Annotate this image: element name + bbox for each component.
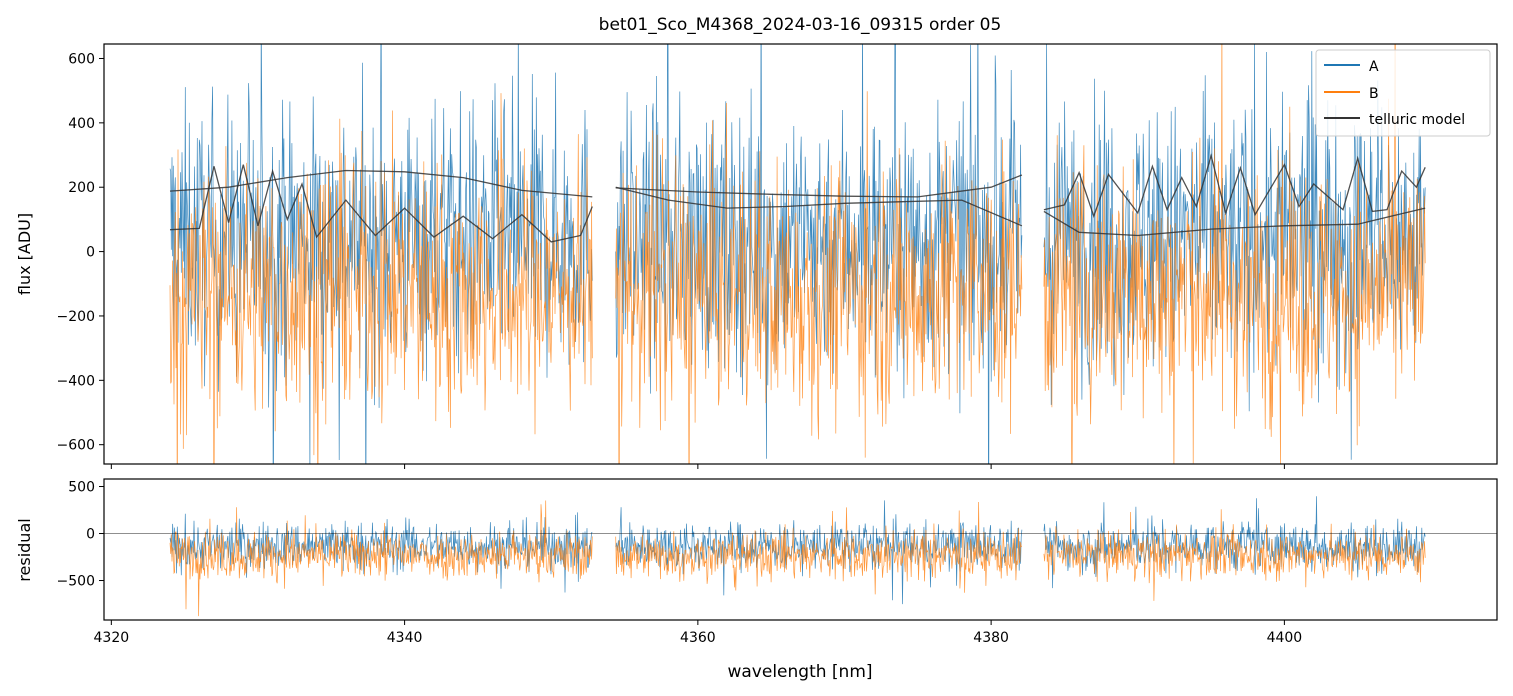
main-series-b-segment-3 [1043, 44, 1426, 464]
residual-xtick-label: 4340 [387, 630, 423, 646]
residual-axes-frame [103, 478, 1498, 621]
residual-series-b-segment-1 [169, 500, 593, 617]
residual-ytick-label: 0 [86, 527, 95, 543]
main-ytick-label: 400 [68, 116, 95, 132]
residual-series-a-segment-2 [615, 500, 1023, 605]
residual-plot-area [104, 496, 1497, 617]
x-axis-label: wavelength [nm] [727, 662, 872, 682]
main-series-b-segment-1 [169, 93, 593, 464]
telluric-model-curve-4 [615, 174, 1023, 198]
main-series-b-segment-2 [615, 91, 1023, 464]
legend-label-telluric: telluric model [1369, 112, 1465, 128]
telluric-model-curve-3 [615, 186, 1023, 227]
main-ytick-label: −200 [57, 309, 95, 325]
residual-series-b-segment-2 [615, 501, 1022, 595]
legend: A B telluric model [1315, 49, 1491, 137]
residual-y-axis: −500 0 500 [57, 480, 104, 590]
telluric-model-curve-5 [1043, 207, 1426, 237]
main-y-axis-label: flux [ADU] [15, 213, 34, 295]
main-plot-area [169, 44, 1426, 464]
residual-series-a-segment-3 [1043, 496, 1426, 589]
legend-label-a: A [1369, 59, 1379, 75]
main-series-a-segment-1 [169, 44, 593, 464]
main-x-axis [110, 464, 1285, 469]
residual-x-axis: 4320 4340 4360 4380 4400 [94, 620, 1303, 646]
residual-series-b-segment-3 [1043, 509, 1426, 601]
residual-ytick-label: −500 [57, 574, 95, 590]
residual-ytick-label: 500 [68, 480, 95, 496]
chart-title: bet01_Sco_M4368_2024-03-16_09315 order 0… [599, 15, 1002, 35]
residual-xtick-label: 4320 [94, 630, 130, 646]
main-axes-frame [103, 43, 1498, 465]
residual-xtick-label: 4360 [680, 630, 716, 646]
main-ytick-label: 200 [68, 180, 95, 196]
legend-box [1315, 49, 1491, 137]
main-series-a-segment-2 [615, 44, 1023, 464]
telluric-model-curve-6 [1043, 153, 1426, 219]
residual-xtick-label: 4380 [973, 630, 1009, 646]
residual-xtick-label: 4400 [1267, 630, 1303, 646]
main-y-axis: −600 −400 −200 0 200 400 600 [57, 51, 104, 454]
main-ytick-label: 600 [68, 51, 95, 67]
legend-label-b: B [1369, 86, 1379, 102]
main-ytick-label: −400 [57, 373, 95, 389]
main-ytick-label: 0 [86, 245, 95, 261]
main-ytick-label: −600 [57, 438, 95, 454]
telluric-model-curve-2 [169, 164, 593, 243]
residual-y-axis-label: residual [15, 518, 34, 581]
